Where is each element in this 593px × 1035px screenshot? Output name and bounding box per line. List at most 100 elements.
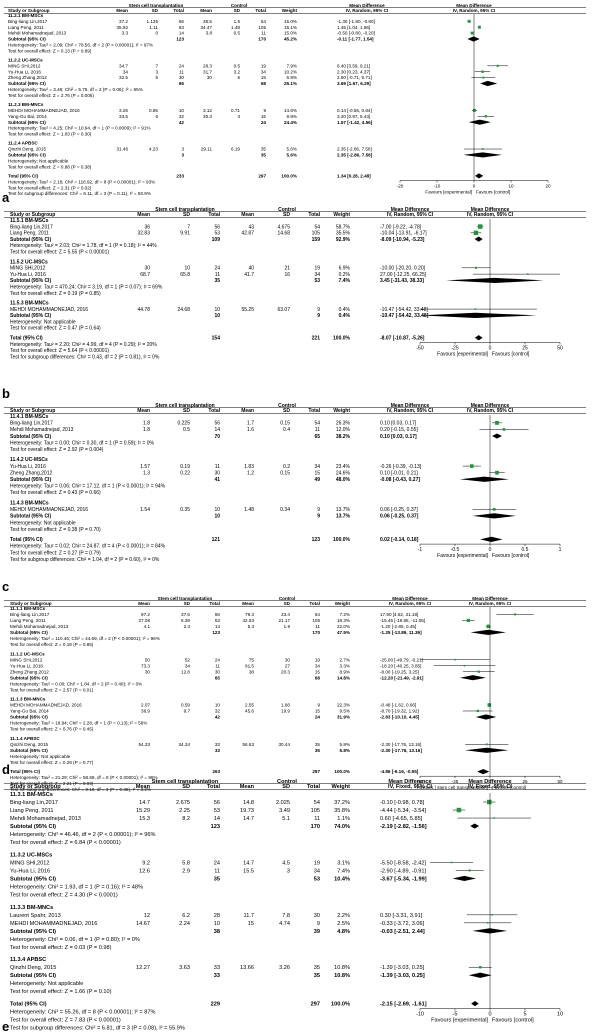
subtotal-label: Subtotal (95% CI) — [8, 37, 46, 42]
study-weight: 37.2% — [334, 800, 350, 806]
study-marker — [476, 709, 479, 713]
control-group-header: Control — [278, 207, 296, 213]
control-mean: 13.66 — [240, 965, 254, 971]
control-total: 35 — [261, 147, 267, 152]
study-name: MING SHI,2012 — [10, 860, 49, 866]
control-sd: 5 — [237, 75, 240, 80]
study-weight: 15.1% — [284, 25, 297, 30]
study-total: 24 — [214, 266, 220, 272]
study-marker — [486, 624, 491, 629]
control-total: 105 — [312, 231, 321, 237]
study-total: 28 — [214, 913, 220, 919]
control-total: 35 — [314, 965, 320, 971]
control-total: 19 — [261, 63, 267, 68]
favours-experimental-label: Favours [experimental] — [437, 351, 488, 357]
subtotal-weight: 10.8% — [334, 973, 350, 979]
study-ci: -5.50 [-8.58, -2.42] — [380, 860, 426, 866]
study-mean: 1.8 — [143, 421, 150, 427]
weight-column-header: Weight — [335, 601, 351, 606]
control-mean-column-header: Mean — [200, 8, 212, 13]
panel-e: Stem cell transplantation Control Mean Dif… — [2, 779, 586, 1034]
heterogeneity-text: Heterogeneity: Chi² = 1.93, df = 1 (P = … — [10, 884, 143, 890]
subtotal-control-n: 65 — [314, 434, 320, 440]
overall-effect-text: Test for overall effect: Z = 0.47 (P = 0… — [10, 326, 101, 332]
study-total: 11 — [179, 69, 184, 74]
subgroup-title: 11.4.2 UC-MSCs — [10, 457, 48, 463]
study-column-header: Study or Subgroup — [10, 408, 55, 414]
study-marker — [495, 420, 499, 425]
subgroup-title: 11.2.1 BM-MSCs — [8, 13, 44, 18]
overall-effect-text: Test for overall effect: Z = 1.66 (P = 0… — [10, 989, 112, 995]
control-total: 34 — [314, 868, 320, 874]
study-total: 11 — [215, 464, 220, 470]
total-n: 233 — [176, 173, 184, 178]
control-mean: 3.12 — [203, 108, 212, 113]
x-tick-label: 20 — [545, 183, 551, 188]
overall-effect-text: Test for overall effect: Z = 0.76 (P = 0… — [10, 727, 94, 732]
panel-letter: c — [2, 579, 9, 594]
panel-c: Stem cell transplantation Control Mean Dif… — [2, 403, 586, 594]
plot-method-header: IV, Random, 95% CI — [469, 601, 511, 606]
control-sd: 30 — [285, 657, 291, 662]
control-mean: 3.8 — [206, 31, 213, 36]
study-total: 56 — [179, 19, 185, 24]
study-weight: 58.7% — [336, 224, 351, 230]
study-mean: 1.3 — [143, 470, 150, 476]
study-weight: 8.9% — [340, 669, 350, 674]
subtotal-ci: -8.09 [-10.94, -5.23] — [380, 237, 425, 243]
weight-column-header: Weight — [331, 784, 350, 790]
study-ci: 3.20 [0.97, 5.43] — [337, 114, 370, 119]
subtotal-ci: -0.11 [-1.77, 1.54] — [337, 37, 374, 42]
subtotal-weight: 10.4% — [334, 876, 350, 882]
study-weight: 0.4% — [339, 307, 351, 313]
study-marker — [493, 817, 495, 819]
study-weight: 35.5% — [336, 231, 351, 237]
md-header: Mean Difference — [391, 207, 430, 213]
control-mean: 29.11 — [201, 147, 213, 152]
study-total: 11 — [215, 663, 220, 668]
x-tick-label: -10 — [416, 1012, 424, 1018]
total-diamond — [475, 173, 484, 179]
subtotal-ci: -2.19 [-2.82, -1.56] — [380, 824, 427, 830]
x-tick-label: -25 — [451, 345, 458, 351]
study-mean: 31.46 — [117, 147, 129, 152]
overall-effect-text: Test for overall effect: Z = 0.29 (P = 0… — [10, 760, 94, 765]
control-mean: 30.3 — [203, 114, 212, 119]
study-marker — [474, 308, 477, 310]
study-marker — [466, 618, 470, 622]
study-mean: 14.67 — [136, 921, 150, 927]
x-tick-label: 0 — [488, 1012, 491, 1018]
subtotal-n: 35 — [214, 876, 220, 882]
study-marker — [491, 914, 493, 916]
subtotal-label: Subtotal (95% CI) — [10, 876, 56, 882]
heterogeneity-text: Heterogeneity: Tau² = 3.46; Chi² = 5.75,… — [8, 87, 143, 92]
control-total: 9 — [317, 921, 320, 927]
total-ci: -4.86 [-9.16, -0.55] — [380, 769, 419, 774]
study-weight: 23.4% — [336, 464, 351, 470]
study-sd: 3 — [155, 69, 158, 74]
study-mean: 54.33 — [139, 742, 151, 747]
control-sd: 5.1 — [282, 816, 290, 822]
subtotal-ci: -12.20 [-21.49, -2.91] — [380, 675, 424, 680]
subtotal-weight: 4.8% — [337, 929, 350, 935]
total-weight: 100.0% — [333, 335, 351, 341]
study-total: 24 — [215, 657, 221, 662]
total-n: 121 — [212, 537, 221, 543]
x-tick-label: -50 — [417, 779, 424, 784]
study-sd: 3.63 — [179, 965, 190, 971]
subtotal-n: 35 — [214, 278, 220, 284]
study-mean: 30 — [144, 266, 150, 272]
study-mean: 97.2 — [141, 612, 150, 617]
study-mean: 12 — [144, 913, 150, 919]
control-mean: 1.2 — [247, 470, 254, 476]
study-weight: 1.1% — [337, 816, 350, 822]
control-mean: 38 — [249, 669, 255, 674]
x-tick-label: 0 — [489, 547, 492, 553]
study-ci: -1.39 [-3.03, 0.25] — [380, 965, 425, 971]
study-marker — [481, 70, 484, 73]
subgroup-difference-text: Test for subgroup differences: Chi² = 1.… — [10, 557, 160, 563]
study-total: 3 — [181, 147, 184, 152]
study-name: Mehdi Mohamadnejad, 2013 — [10, 624, 69, 629]
subtotal-control-n: 170 — [312, 630, 320, 635]
overall-effect-text: Test for overall effect: Z = 0.03 (P = 0… — [10, 945, 112, 951]
